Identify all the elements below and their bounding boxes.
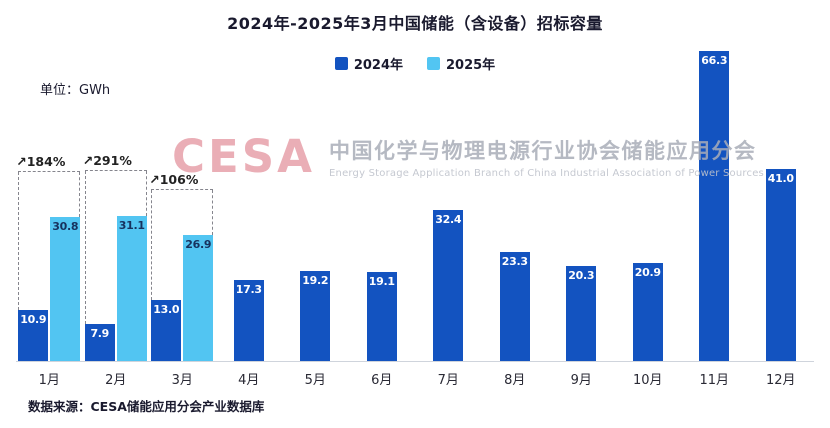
- legend-label-2024: 2024年: [353, 58, 403, 73]
- month-group: 66.3: [681, 51, 748, 361]
- legend-item-2024[interactable]: 2024年: [334, 54, 403, 73]
- bar-value-2024: 23.3: [501, 255, 528, 269]
- month-group: 10.9 30.8 ↗184%: [16, 52, 83, 361]
- bar-2024[interactable]: 10.9: [18, 310, 49, 361]
- growth-label: ↗106%: [149, 172, 199, 188]
- bar-2024[interactable]: 32.4: [433, 209, 464, 361]
- chart-title: 2024年-2025年3月中国储能（含设备）招标容量: [227, 14, 603, 33]
- bar-value-2024: 32.4: [435, 212, 462, 226]
- month-group: 19.1: [349, 52, 416, 361]
- bar-chart-plot: 10.9 30.8 ↗184% 7.9 31.1 ↗291% 13.0 26.9 ↗106% 17…: [16, 51, 815, 362]
- bar-value-2024: 19.1: [368, 274, 395, 288]
- month-group: 41.0: [748, 52, 815, 361]
- bar-2024[interactable]: 20.3: [566, 266, 597, 361]
- bar-2024[interactable]: 17.3: [233, 280, 264, 361]
- bar-2025[interactable]: 26.9: [183, 235, 214, 361]
- x-axis-label: 1月: [38, 373, 60, 388]
- bar-2024[interactable]: 20.9: [632, 263, 663, 361]
- bar-2024[interactable]: 23.3: [499, 252, 530, 361]
- month-group: 20.9: [615, 52, 682, 361]
- x-axis-label: 12月: [765, 373, 796, 388]
- x-axis-label: 10月: [632, 373, 663, 388]
- legend-item-2025[interactable]: 2025年: [427, 54, 495, 73]
- bar-value-2024: 41.0: [767, 172, 794, 186]
- legend: 2024年 2025年: [0, 54, 830, 73]
- dashed-right-line: [212, 190, 214, 236]
- x-axis-label: 7月: [437, 373, 459, 388]
- bar-value-2024: 20.9: [634, 266, 661, 280]
- legend-swatch-2025: [427, 57, 440, 70]
- unit-label: 单位：GWh: [40, 83, 111, 98]
- bar-value-2024: 7.9: [90, 327, 110, 341]
- legend-swatch-2024: [334, 57, 348, 70]
- dashed-top-line: [18, 171, 81, 172]
- month-group: 19.2: [282, 52, 349, 361]
- month-group: 32.4: [415, 52, 482, 361]
- data-source: 数据来源：CESA储能应用分会产业数据库: [28, 399, 265, 414]
- bar-2024[interactable]: 7.9: [84, 324, 115, 361]
- x-axis-label: 5月: [304, 373, 326, 388]
- growth-label: ↗291%: [82, 152, 132, 168]
- growth-label: ↗184%: [16, 154, 66, 169]
- bar-value-2025: 31.1: [118, 218, 145, 232]
- x-axis-label: 4月: [238, 373, 260, 388]
- month-group: 20.3: [548, 52, 615, 361]
- bar-2025[interactable]: 30.8: [50, 217, 81, 361]
- bar-2024[interactable]: 19.2: [300, 271, 331, 361]
- bar-value-2024: 66.3: [701, 54, 728, 67]
- month-group: 17.3: [216, 52, 283, 361]
- bar-2024[interactable]: 41.0: [765, 169, 796, 361]
- x-axis-label: 3月: [171, 373, 193, 388]
- bar-value-2024: 20.3: [568, 269, 595, 283]
- x-axis-label: 2月: [105, 373, 127, 388]
- x-axis-labels: 1月 2月 3月 4月 5月 6月 7月 8月 9月 10月 11月 12月: [16, 369, 814, 388]
- bar-value-2025: 30.8: [52, 220, 79, 233]
- x-axis-label: 11月: [699, 373, 730, 388]
- dashed-left-line: [151, 190, 153, 301]
- bar-2024[interactable]: 66.3: [699, 51, 730, 361]
- bar-2024[interactable]: 19.1: [366, 271, 397, 361]
- bar-value-2024: 17.3: [235, 283, 262, 297]
- bar-value-2024: 13.0: [153, 303, 180, 317]
- x-axis-label: 9月: [570, 373, 592, 388]
- dashed-right-line: [145, 170, 147, 216]
- x-axis-label: 8月: [504, 373, 526, 388]
- month-group: 13.0 26.9 ↗106%: [149, 52, 216, 361]
- dashed-right-line: [79, 172, 81, 217]
- bar-value-2025: 26.9: [185, 238, 212, 252]
- bar-2024[interactable]: 13.0: [151, 300, 182, 361]
- dashed-top-line: [151, 189, 214, 191]
- bar-value-2024: 19.2: [302, 274, 329, 288]
- dashed-left-line: [18, 172, 20, 310]
- dashed-top-line: [84, 169, 147, 171]
- legend-label-2025: 2025年: [446, 58, 496, 73]
- bar-2025[interactable]: 31.1: [116, 215, 147, 361]
- bar-value-2024: 10.9: [20, 313, 47, 326]
- month-group: 7.9 31.1 ↗291%: [83, 52, 150, 361]
- x-axis-label: 6月: [371, 373, 393, 388]
- dashed-left-line: [84, 170, 86, 325]
- month-group: 23.3: [482, 52, 549, 361]
